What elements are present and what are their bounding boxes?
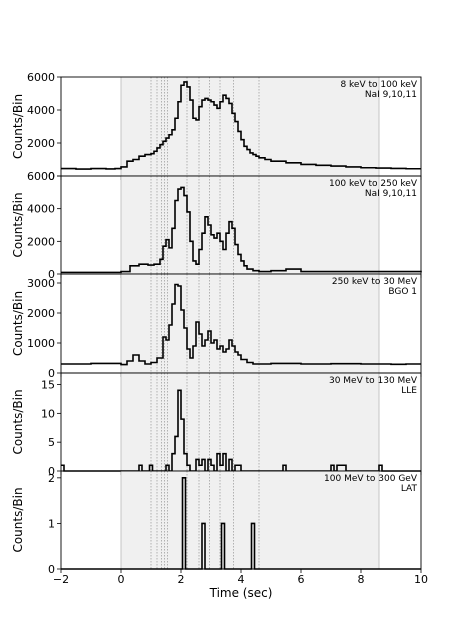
panel-label: NaI 9,10,11: [365, 189, 417, 199]
y-axis-title: Counts/Bin: [11, 291, 25, 356]
y-tick-label: 0: [48, 465, 55, 478]
panel-label: NaI 9,10,11: [365, 90, 417, 100]
y-tick-label: 3000: [27, 277, 55, 290]
y-axis-title: Counts/Bin: [11, 192, 25, 257]
y-axis-title: Counts/Bin: [11, 94, 25, 159]
x-tick-label: 6: [298, 573, 305, 586]
shaded-interval: [121, 77, 379, 176]
y-tick-label: 1: [48, 517, 55, 530]
x-tick-label: 2: [178, 573, 185, 586]
series-step-line: [61, 186, 422, 274]
y-tick-label: 0: [48, 268, 55, 281]
shaded-interval: [121, 274, 379, 373]
panel-label: 30 MeV to 130 MeV: [329, 376, 418, 386]
series-step-line: [61, 283, 421, 366]
panel-label: 100 keV to 250 keV: [329, 179, 418, 189]
x-tick-label: 0: [118, 573, 125, 586]
y-tick-label: 1000: [27, 337, 55, 350]
series-step-line: [61, 81, 421, 170]
y-tick-label: 2: [48, 472, 55, 485]
y-axis-title: Counts/Bin: [11, 389, 25, 454]
panel-label: 250 keV to 30 MeV: [332, 277, 418, 287]
y-tick-label: 4000: [27, 203, 55, 216]
x-tick-label: 4: [238, 573, 245, 586]
y-tick-label: 2000: [27, 137, 55, 150]
y-tick-label: 5: [48, 436, 55, 449]
y-tick-label: 15: [41, 379, 55, 392]
panel-label: BGO 1: [388, 287, 417, 297]
y-tick-label: 6000: [27, 71, 55, 84]
panel-label: 100 MeV to 300 GeV: [324, 474, 418, 484]
y-tick-label: 0: [48, 563, 55, 576]
shaded-interval: [121, 373, 379, 471]
y-tick-label: 2000: [27, 235, 55, 248]
y-axis-title: Counts/Bin: [11, 487, 25, 552]
x-tick-label: 10: [414, 573, 428, 586]
y-tick-label: 10: [41, 407, 55, 420]
panel-label: LLE: [401, 386, 417, 396]
panel-label: LAT: [401, 484, 418, 494]
panel-label: 8 keV to 100 keV: [340, 80, 417, 90]
shaded-interval: [121, 176, 379, 274]
y-tick-label: 0: [48, 170, 55, 183]
x-axis-title: Time (sec): [209, 586, 273, 600]
x-tick-label: 8: [358, 573, 365, 586]
y-tick-label: 4000: [27, 104, 55, 117]
x-tick-label: −2: [53, 573, 69, 586]
y-tick-label: 0: [48, 367, 55, 380]
y-tick-label: 2000: [27, 307, 55, 320]
x-axis: −2 0 2 4 6 8 10: [53, 573, 428, 586]
y-tick-label: 6000: [27, 170, 55, 183]
shaded-interval: [121, 471, 379, 569]
